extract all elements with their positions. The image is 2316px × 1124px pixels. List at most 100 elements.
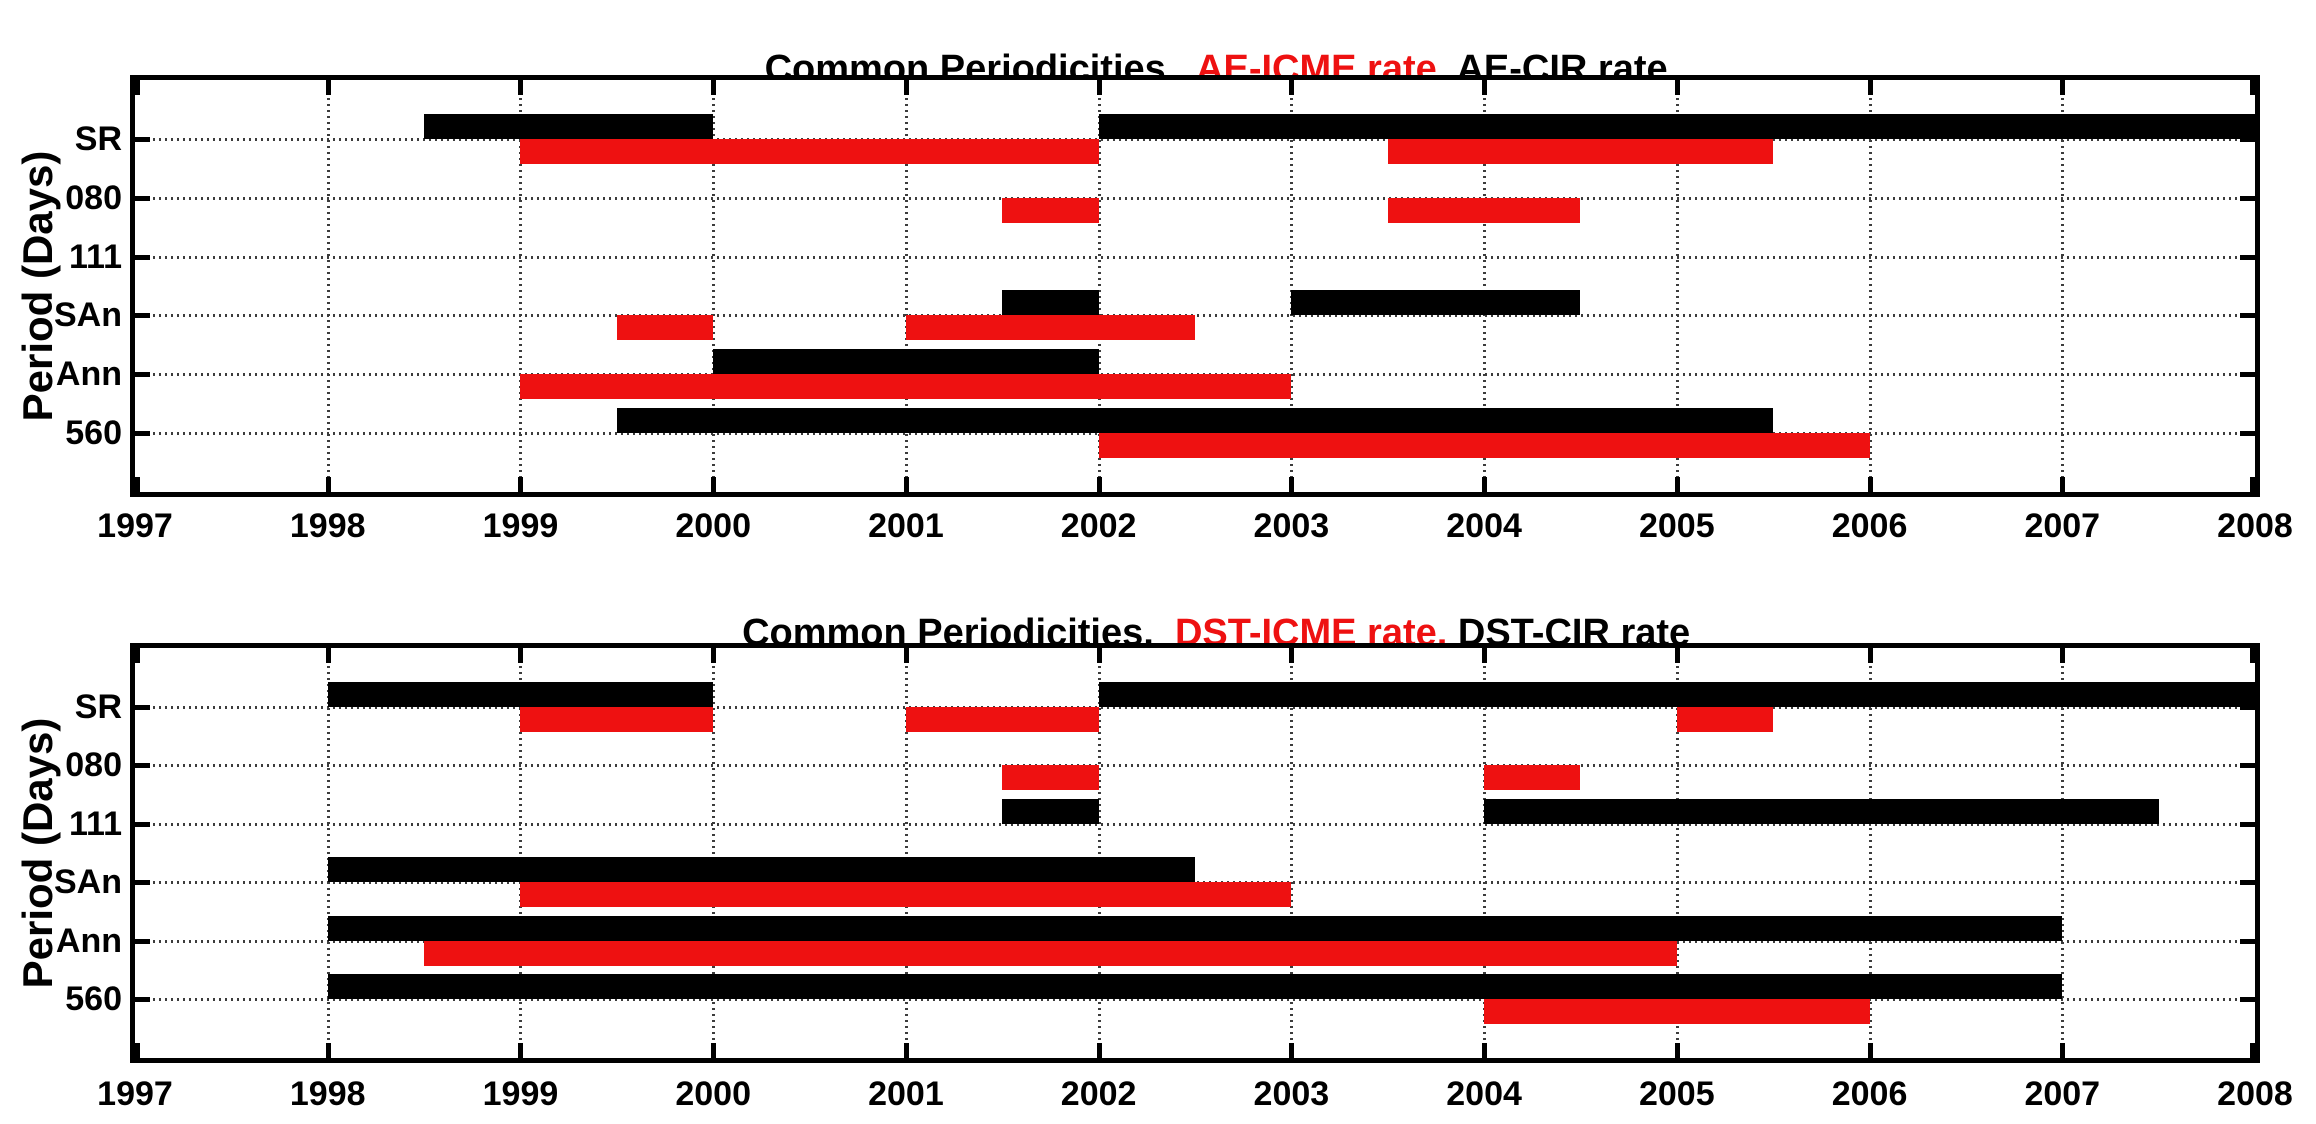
top-axis-tick xyxy=(1482,80,1488,95)
bottom-axis-tick xyxy=(1096,1043,1102,1058)
v-gridline xyxy=(1868,648,1872,1058)
bar-segment xyxy=(1484,999,1870,1025)
top-axis-tick xyxy=(711,648,717,663)
h-gridline xyxy=(135,822,2255,826)
bar-segment xyxy=(1002,765,1099,791)
bar-segment xyxy=(1291,290,1581,316)
x-tick-label: 2003 xyxy=(1253,507,1330,545)
bottom-axis-tick xyxy=(2250,477,2255,492)
v-gridline xyxy=(904,648,908,1058)
bar-segment xyxy=(520,138,1099,164)
bar-segment xyxy=(713,349,1099,375)
bottom-axis-tick xyxy=(903,1043,909,1058)
x-tick-label: 1997 xyxy=(97,1075,173,1113)
top-axis-tick xyxy=(135,80,140,95)
right-axis-tick xyxy=(2240,372,2255,378)
h-gridline xyxy=(135,196,2255,200)
bar-segment xyxy=(327,915,2063,941)
v-gridline xyxy=(1483,648,1487,1058)
bottom-axis-tick xyxy=(325,477,331,492)
v-gridline xyxy=(519,80,523,492)
right-axis-tick xyxy=(2240,195,2255,201)
h-gridline xyxy=(135,998,2255,1002)
x-tick-label: 2004 xyxy=(1446,1075,1522,1113)
left-axis-tick xyxy=(135,938,150,944)
left-axis-tick xyxy=(135,136,150,142)
left-axis-tick xyxy=(135,704,150,710)
x-tick-label: 1999 xyxy=(482,507,559,545)
bar-segment xyxy=(1676,706,1774,732)
v-gridline xyxy=(519,648,523,1058)
left-axis-tick xyxy=(135,997,150,1003)
top-axis-tick xyxy=(1674,648,1680,663)
bar-segment xyxy=(520,882,1292,908)
v-gridline xyxy=(1483,80,1487,492)
x-tick-label: 2007 xyxy=(2024,507,2101,545)
left-axis-tick xyxy=(135,372,150,378)
right-axis-tick xyxy=(2240,880,2255,886)
top-axis-tick xyxy=(1096,648,1102,663)
bar-segment xyxy=(520,374,1292,400)
bar-segment xyxy=(520,706,714,732)
bar-segment xyxy=(1002,290,1099,316)
x-tick-label: 2002 xyxy=(1060,507,1137,545)
bar-segment xyxy=(327,974,2063,1000)
bottom-axis-tick xyxy=(2060,1043,2066,1058)
top-axis-tick xyxy=(518,80,524,95)
top-axis-tick xyxy=(2250,80,2255,95)
bottom-axis-tick xyxy=(135,1043,140,1058)
bottom-axis-tick xyxy=(1674,1043,1680,1058)
bar-segment xyxy=(327,681,714,707)
left-axis-tick xyxy=(135,431,150,437)
right-axis-tick xyxy=(2240,704,2255,710)
bar-segment xyxy=(1098,681,2255,707)
bottom-axis-tick xyxy=(1482,477,1488,492)
top-axis-tick xyxy=(1096,80,1102,95)
h-gridline xyxy=(135,764,2255,768)
bar-segment xyxy=(905,706,1099,732)
y-tick-label: 111 xyxy=(69,237,122,276)
y-tick-label: 111 xyxy=(69,804,122,843)
x-tick-label: 2008 xyxy=(2217,507,2293,545)
top-axis-tick xyxy=(1867,80,1873,95)
bar-segment xyxy=(1098,113,2255,139)
x-tick-label: 2004 xyxy=(1446,507,1522,545)
top-axis-tick xyxy=(903,648,909,663)
bottom-axis-tick xyxy=(903,477,909,492)
left-axis-tick xyxy=(135,880,150,886)
v-gridline xyxy=(712,648,716,1058)
top-axis-tick xyxy=(711,80,717,95)
bar-segment xyxy=(905,315,1195,341)
top-axis-tick xyxy=(1289,80,1295,95)
y-tick-label: 080 xyxy=(65,178,122,217)
left-axis-tick xyxy=(135,195,150,201)
v-gridline xyxy=(326,648,330,1058)
x-tick-label: 2000 xyxy=(675,507,751,545)
bar-segment xyxy=(616,408,1774,434)
x-tick-label: 2001 xyxy=(868,507,944,545)
right-axis-tick xyxy=(2240,821,2255,827)
top-axis-tick xyxy=(1674,80,1680,95)
right-axis-tick xyxy=(2240,313,2255,319)
x-tick-label: 2007 xyxy=(2024,1075,2101,1113)
h-gridline xyxy=(135,137,2255,141)
bar-segment xyxy=(1098,433,1870,459)
x-tick-label: 1998 xyxy=(289,1075,366,1113)
top-axis-tick xyxy=(2060,648,2066,663)
plot-area-bottom xyxy=(130,643,2260,1063)
bottom-axis-tick xyxy=(325,1043,331,1058)
bar-segment xyxy=(1387,197,1581,223)
right-axis-tick xyxy=(2240,431,2255,437)
bar-segment xyxy=(616,315,714,341)
x-tick-label: 2006 xyxy=(1831,1075,1908,1113)
top-axis-tick xyxy=(325,80,331,95)
bottom-axis-tick xyxy=(1482,1043,1488,1058)
bar-segment xyxy=(1002,798,1099,824)
top-axis-tick xyxy=(1289,648,1295,663)
bar-segment xyxy=(327,857,1195,883)
x-tick-label: 1999 xyxy=(482,1075,559,1113)
y-tick-label: SR xyxy=(74,119,122,158)
y-tick-label: SAn xyxy=(54,863,122,902)
bottom-axis-tick xyxy=(518,477,524,492)
y-tick-label: Ann xyxy=(55,355,122,394)
